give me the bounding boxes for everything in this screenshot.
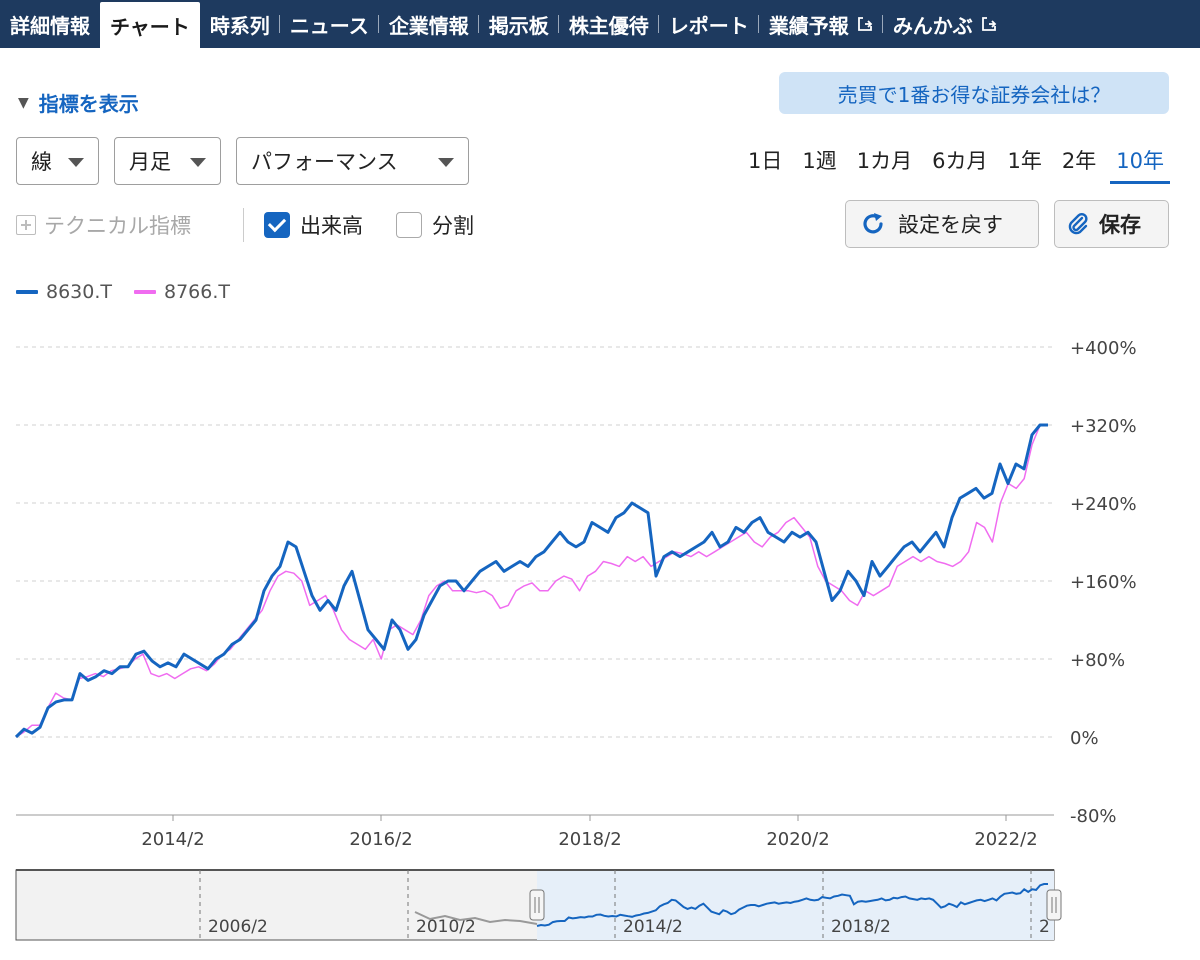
range-tabs: 1日 1週 1カ月 6カ月 1年 2年 10年	[734, 145, 1170, 184]
chevron-down-icon	[190, 158, 206, 167]
navigator-left-handle[interactable]	[529, 889, 545, 921]
checkbox-checked-icon	[264, 212, 290, 238]
tab-label: レポート	[668, 13, 749, 38]
y-tick-label: +240%	[1070, 494, 1137, 515]
y-tick-label: -80%	[1070, 806, 1117, 827]
legend-label: 8766.T	[164, 281, 230, 303]
indicator-toggle-label: 指標を表示	[38, 92, 139, 116]
interval-value: 月足	[129, 150, 171, 174]
line-type-select[interactable]: 線	[16, 137, 99, 185]
tab-4[interactable]: 企業情報	[379, 0, 479, 48]
mode-select[interactable]: パフォーマンス	[236, 137, 469, 185]
refresh-icon	[863, 213, 883, 234]
y-tick-label: +160%	[1070, 572, 1137, 593]
range-tab-5[interactable]: 2年	[1061, 149, 1097, 173]
range-tab-4[interactable]: 1年	[1007, 149, 1042, 173]
x-tick-label: 2020/2	[766, 829, 829, 850]
range-tab-1[interactable]: 1週	[802, 149, 837, 173]
split-checkbox[interactable]: 分割	[396, 210, 474, 240]
tab-7[interactable]: レポート	[659, 0, 759, 48]
navigator-series-line	[536, 883, 1048, 927]
tab-0[interactable]: 詳細情報	[0, 0, 100, 48]
range-tab-0[interactable]: 1日	[748, 149, 783, 173]
x-tick-label: 2014/2	[141, 829, 204, 850]
tab-label: チャート	[110, 14, 190, 39]
divider	[243, 208, 244, 242]
legend-item-series2: 8766.T	[134, 281, 230, 303]
tab-label: みんかぶ	[892, 13, 973, 38]
x-tick-label: 2018/2	[558, 829, 621, 850]
x-tick-label: 2016/2	[349, 829, 412, 850]
tab-label: 詳細情報	[10, 13, 90, 38]
reset-settings-label: 設定を戻す	[898, 213, 1003, 237]
volume-label: 出来高	[300, 214, 363, 238]
chevron-down-icon	[438, 158, 454, 167]
x-tick-label: 2022/2	[974, 829, 1037, 850]
plus-icon	[16, 215, 36, 235]
navigator-right-handle[interactable]	[1046, 889, 1062, 921]
legend-swatch	[134, 290, 156, 294]
legend-swatch	[16, 290, 38, 294]
volume-checkbox[interactable]: 出来高	[264, 210, 363, 240]
y-tick-label: +400%	[1070, 338, 1137, 359]
tab-1[interactable]: チャート	[100, 2, 200, 48]
chart-legend: 8630.T 8766.T	[16, 281, 252, 303]
line-type-value: 線	[31, 150, 52, 174]
navigator-label: 2006/2	[208, 917, 268, 937]
tab-label: ニュース	[289, 13, 369, 38]
legend-label: 8630.T	[46, 281, 112, 303]
series-line-8630.T	[14, 423, 1048, 739]
split-label: 分割	[432, 214, 474, 238]
y-tick-label: +80%	[1070, 650, 1125, 671]
tab-label: 業績予報	[768, 13, 849, 38]
external-link-icon	[981, 17, 997, 31]
tab-label: 掲示板	[488, 13, 549, 38]
technical-indicator-label: テクニカル指標	[44, 214, 191, 238]
tab-label: 株主優待	[568, 13, 649, 38]
indicator-toggle[interactable]: ▼ 指標を表示	[18, 88, 139, 117]
tab-9[interactable]: みんかぶ	[883, 0, 1007, 48]
save-button[interactable]: 保存	[1054, 200, 1169, 248]
tab-6[interactable]: 株主優待	[559, 0, 659, 48]
range-tab-2[interactable]: 1カ月	[856, 149, 913, 173]
checkbox-empty-icon	[396, 212, 422, 238]
mode-value: パフォーマンス	[251, 150, 398, 174]
navigator-label: 2	[1039, 917, 1050, 937]
performance-chart[interactable]: +400% +320% +240% +160% +80% 0% -80% 2014/2 2016…	[0, 320, 1200, 860]
navigator-label: 2010/2	[416, 917, 476, 937]
chevron-down-icon	[68, 158, 84, 167]
save-label: 保存	[1099, 213, 1141, 237]
tab-label: 企業情報	[388, 13, 469, 38]
external-link-icon	[857, 17, 873, 31]
legend-item-series1: 8630.T	[16, 281, 112, 303]
navigator-label: 2018/2	[831, 917, 891, 937]
y-tick-label: +320%	[1070, 416, 1137, 437]
tab-2[interactable]: 時系列	[200, 0, 280, 48]
y-tick-label: 0%	[1070, 728, 1099, 749]
reset-settings-button[interactable]: 設定を戻す	[845, 200, 1039, 248]
range-tab-3[interactable]: 6カ月	[932, 149, 988, 173]
triangle-down-icon: ▼	[18, 94, 29, 111]
series-line-8766.T	[15, 424, 1048, 738]
technical-indicator-button[interactable]: テクニカル指標	[16, 210, 191, 240]
tab-label: 時系列	[209, 13, 270, 38]
range-navigator[interactable]: 2006/2 2010/2 2014/2 2018/2 2	[0, 864, 1200, 944]
range-tab-6[interactable]: 10年	[1110, 145, 1170, 184]
tab-8[interactable]: 業績予報	[759, 0, 883, 48]
navigator-label: 2014/2	[623, 917, 683, 937]
interval-select[interactable]: 月足	[114, 137, 221, 185]
top-nav: 詳細情報 チャート 時系列 ニュース 企業情報 掲示板 株主優待 レポート 業績予報 みんかぶ	[0, 0, 1200, 48]
navigator-history-line	[414, 911, 538, 925]
promo-link[interactable]: 売買で1番お得な証券会社は？	[779, 72, 1169, 114]
paperclip-icon	[1068, 212, 1088, 235]
navigator-selected-range[interactable]	[537, 870, 1054, 940]
tab-5[interactable]: 掲示板	[479, 0, 559, 48]
tab-3[interactable]: ニュース	[280, 0, 379, 48]
